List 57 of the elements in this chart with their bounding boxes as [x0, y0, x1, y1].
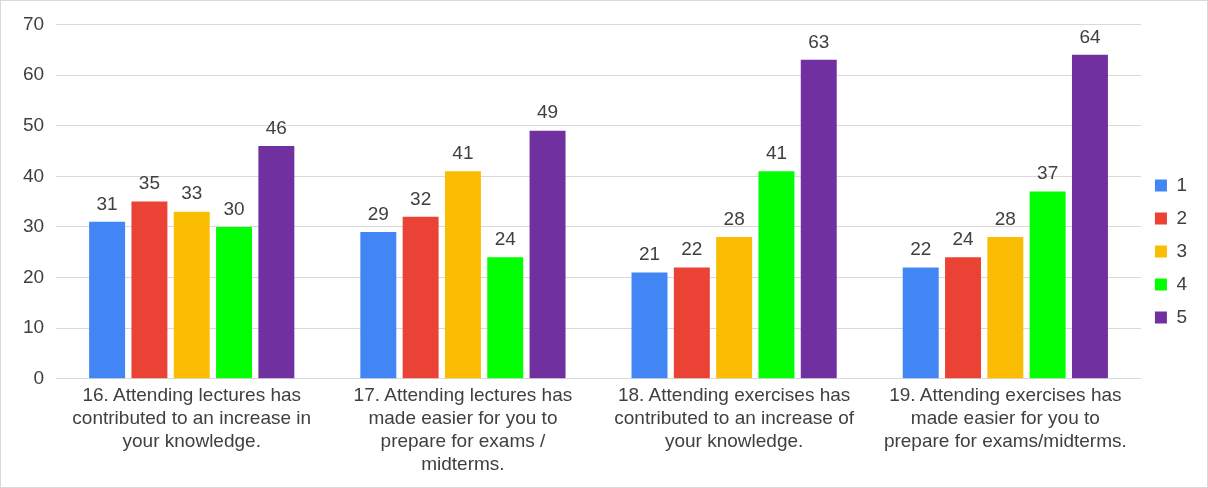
- bar: [1029, 191, 1066, 379]
- bar: [487, 257, 524, 379]
- legend-label: 4: [1176, 272, 1188, 294]
- bar: [945, 257, 982, 379]
- data-label: 35: [138, 172, 160, 194]
- data-label: 33: [181, 182, 203, 204]
- data-label: 64: [1079, 25, 1101, 47]
- data-label: 32: [410, 187, 432, 209]
- bar: [1071, 54, 1108, 379]
- data-label: 37: [1037, 162, 1059, 184]
- data-label: 22: [681, 238, 703, 260]
- bar: [131, 201, 168, 379]
- y-tick-label: 0: [33, 367, 45, 389]
- data-label: 49: [536, 101, 559, 123]
- legend-label: 5: [1176, 305, 1188, 327]
- y-tick-label: 50: [22, 113, 45, 135]
- data-label: 28: [723, 207, 745, 229]
- x-tick-label: 19. Attending exercises has made easier for you to prepare for exams/midterms.: [883, 384, 1127, 452]
- y-tick-label: 30: [22, 215, 45, 237]
- data-label: 28: [994, 207, 1016, 229]
- bar: [987, 237, 1024, 379]
- data-label: 24: [952, 228, 975, 250]
- y-tick-label: 60: [22, 63, 45, 85]
- bar: [631, 272, 668, 379]
- bar: [173, 211, 210, 379]
- data-label: 41: [765, 141, 788, 163]
- bar: [529, 130, 566, 379]
- bar: [258, 145, 295, 379]
- x-tick-label: 17. Attending lectures has made easier for you to prepare for exams / midterms.: [353, 384, 573, 474]
- bar: [444, 171, 481, 379]
- legend-label: 1: [1176, 173, 1188, 195]
- data-label: 31: [96, 192, 118, 214]
- bar: [800, 59, 837, 379]
- y-tick-label: 40: [22, 164, 45, 186]
- y-tick-label: 70: [22, 12, 45, 34]
- bar: [902, 267, 939, 379]
- bar: [89, 221, 126, 379]
- bar: [216, 226, 253, 379]
- data-label: 21: [638, 243, 661, 265]
- data-label: 63: [808, 30, 830, 52]
- data-label: 41: [452, 141, 474, 163]
- data-label: 22: [910, 238, 932, 260]
- legend-label: 2: [1176, 206, 1188, 228]
- data-label: 29: [367, 202, 389, 224]
- data-label: 30: [223, 197, 245, 219]
- bar: [716, 237, 753, 379]
- legend-label: 3: [1176, 239, 1188, 261]
- y-tick-label: 20: [22, 265, 45, 287]
- bar: [673, 267, 710, 379]
- y-tick-label: 10: [22, 316, 45, 338]
- data-label: 24: [494, 228, 517, 250]
- bar: [402, 216, 439, 379]
- x-tick-label: 18. Attending exercises has contributed to an increase of your knowledge.: [614, 384, 855, 452]
- bar: [360, 231, 397, 379]
- data-label: 46: [265, 116, 287, 138]
- bar: [758, 171, 795, 379]
- x-tick-label: 16. Attending lectures has contributed to an increase in your knowledge.: [72, 384, 312, 452]
